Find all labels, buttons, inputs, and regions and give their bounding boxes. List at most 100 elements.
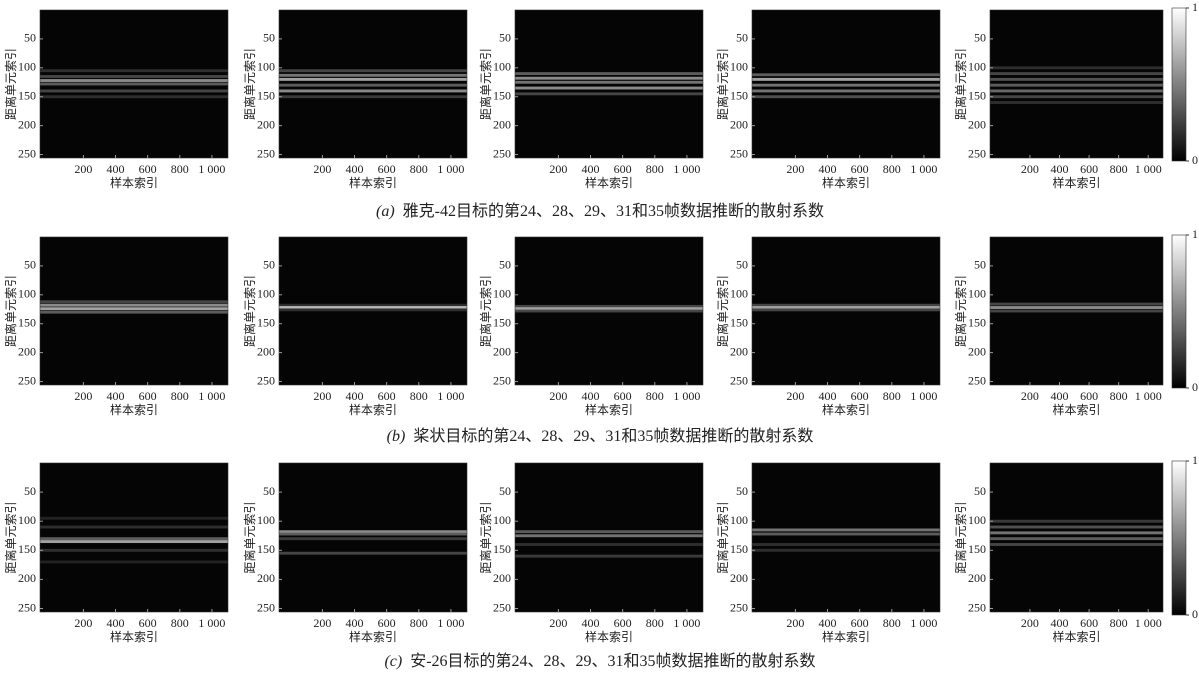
heatmap-band (40, 89, 228, 93)
y-axis-label: 距离单元索引 (478, 501, 493, 573)
x-tick-label: 400 (107, 616, 125, 630)
heatmap-band (752, 95, 940, 99)
heatmap-band (752, 308, 940, 312)
x-tick-label: 600 (139, 616, 157, 630)
x-axis-label: 样本索引 (1052, 629, 1100, 644)
y-tick-label: 50 (24, 258, 36, 272)
y-tick-label: 100 (18, 513, 36, 527)
y-tick-label: 250 (18, 600, 36, 614)
y-tick-label: 200 (968, 117, 986, 131)
y-tick-label: 100 (493, 513, 511, 527)
heatmap-band (279, 95, 467, 99)
heatmap-band (279, 303, 467, 307)
x-tick-label: 600 (1080, 162, 1098, 176)
heatmap-band (279, 532, 467, 536)
colorbar-tick-label: 1 (1192, 227, 1198, 241)
x-tick-label: 600 (614, 389, 632, 403)
heatmap-band (279, 306, 467, 309)
x-tick-label: 400 (582, 389, 600, 403)
x-tick-label: 1 000 (1135, 616, 1162, 630)
caption-text: 雅克-42目标的第24、28、29、31和35帧数据推断的散射系数 (403, 202, 824, 220)
heatmap-band (515, 530, 703, 534)
y-tick-label: 250 (968, 146, 986, 160)
y-tick-label: 250 (257, 373, 275, 387)
heatmap-band (515, 543, 703, 546)
y-tick-label: 100 (730, 60, 748, 74)
x-tick-label: 600 (139, 162, 157, 176)
heatmap-background (515, 10, 703, 158)
y-tick-label: 50 (499, 484, 511, 498)
x-tick-label: 400 (107, 389, 125, 403)
x-tick-label: 1 000 (198, 389, 225, 403)
x-tick-label: 200 (313, 389, 331, 403)
x-tick-label: 800 (410, 162, 428, 176)
heatmap-band (990, 537, 1163, 541)
x-tick-label: 800 (883, 162, 901, 176)
x-axis-label: 样本索引 (822, 402, 870, 417)
y-tick-label: 50 (24, 31, 36, 45)
heatmap-band (515, 304, 703, 308)
y-tick-label: 100 (968, 287, 986, 301)
x-tick-label: 1 000 (437, 616, 464, 630)
colorbar-tick-label: 1 (1192, 0, 1198, 14)
plot-frame (39, 236, 229, 386)
heatmap-band (40, 82, 228, 86)
x-tick-label: 1 000 (910, 616, 937, 630)
y-tick-label: 50 (974, 258, 986, 272)
heatmap-band (990, 309, 1163, 313)
y-tick-label: 50 (24, 484, 36, 498)
x-tick-label: 200 (313, 616, 331, 630)
x-tick-label: 800 (1110, 616, 1128, 630)
x-tick-label: 800 (1110, 162, 1128, 176)
x-axis-label: 样本索引 (585, 629, 633, 644)
x-tick-label: 800 (171, 389, 189, 403)
heatmap-band (279, 551, 467, 555)
y-tick-label: 150 (493, 88, 511, 102)
y-tick-label: 250 (968, 373, 986, 387)
heatmap-band (279, 83, 467, 87)
x-tick-label: 600 (614, 162, 632, 176)
y-tick-label: 250 (493, 600, 511, 614)
heatmap-band (515, 309, 703, 313)
x-tick-label: 200 (313, 162, 331, 176)
x-tick-label: 400 (346, 616, 364, 630)
x-tick-label: 800 (646, 162, 664, 176)
heatmap-band (40, 75, 228, 78)
x-axis-label: 样本索引 (349, 402, 397, 417)
y-tick-label: 200 (493, 571, 511, 585)
caption: (b) 桨状目标的第24、28、29、31和35帧数据推断的散射系数 (387, 427, 814, 445)
x-tick-label: 600 (614, 616, 632, 630)
y-tick-label: 250 (730, 373, 748, 387)
y-tick-label: 200 (730, 571, 748, 585)
heatmap-band (40, 303, 228, 307)
x-tick-label: 800 (646, 616, 664, 630)
heatmap-band (279, 308, 467, 312)
x-tick-label: 1 000 (910, 389, 937, 403)
y-tick-label: 150 (18, 88, 36, 102)
y-tick-label: 200 (730, 344, 748, 358)
y-tick-label: 100 (257, 287, 275, 301)
x-tick-label: 600 (1080, 389, 1098, 403)
heatmap-band (990, 66, 1163, 70)
x-axis-label: 样本索引 (110, 629, 158, 644)
heatmap-band (40, 310, 228, 314)
y-tick-label: 250 (493, 373, 511, 387)
x-tick-label: 200 (1021, 616, 1039, 630)
y-tick-label: 100 (493, 287, 511, 301)
colorbar-tick-label: 0 (1192, 153, 1198, 167)
y-axis-label: 距离单元索引 (715, 275, 730, 347)
x-tick-label: 1 000 (910, 162, 937, 176)
heatmap-band (279, 77, 467, 81)
heatmap-band (40, 79, 228, 82)
y-tick-label: 150 (730, 88, 748, 102)
x-axis-label: 样本索引 (585, 402, 633, 417)
heatmap-band (515, 307, 703, 311)
x-tick-label: 400 (1050, 389, 1068, 403)
heatmap-band (752, 77, 940, 81)
x-tick-label: 800 (410, 389, 428, 403)
caption-label: (b) (387, 428, 406, 445)
colorbar-tick-label: 0 (1192, 380, 1198, 394)
x-tick-label: 1 000 (1135, 162, 1162, 176)
y-tick-label: 150 (18, 542, 36, 556)
heatmap-band (990, 531, 1163, 535)
